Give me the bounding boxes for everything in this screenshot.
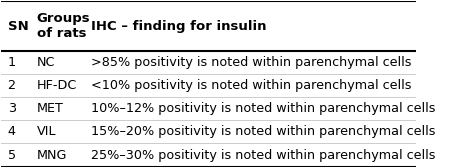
Text: IHC – finding for insulin: IHC – finding for insulin	[91, 20, 266, 33]
Text: 25%–30% positivity is noted within parenchymal cells: 25%–30% positivity is noted within paren…	[91, 149, 435, 162]
Text: >85% positivity is noted within parenchymal cells: >85% positivity is noted within parenchy…	[91, 56, 411, 69]
Text: 5: 5	[8, 149, 16, 162]
Text: MET: MET	[36, 102, 64, 115]
Text: <10% positivity is noted within parenchymal cells: <10% positivity is noted within parenchy…	[91, 79, 411, 92]
Text: VIL: VIL	[36, 125, 56, 138]
Text: Groups
of rats: Groups of rats	[36, 12, 90, 40]
Text: MNG: MNG	[36, 149, 67, 162]
Text: NC: NC	[36, 56, 55, 69]
Text: SN: SN	[8, 20, 28, 33]
Text: 15%–20% positivity is noted within parenchymal cells: 15%–20% positivity is noted within paren…	[91, 125, 435, 138]
Text: 4: 4	[8, 125, 16, 138]
Text: 1: 1	[8, 56, 16, 69]
Text: 3: 3	[8, 102, 16, 115]
Text: HF-DC: HF-DC	[36, 79, 77, 92]
Text: 2: 2	[8, 79, 16, 92]
Text: 10%–12% positivity is noted within parenchymal cells: 10%–12% positivity is noted within paren…	[91, 102, 435, 115]
